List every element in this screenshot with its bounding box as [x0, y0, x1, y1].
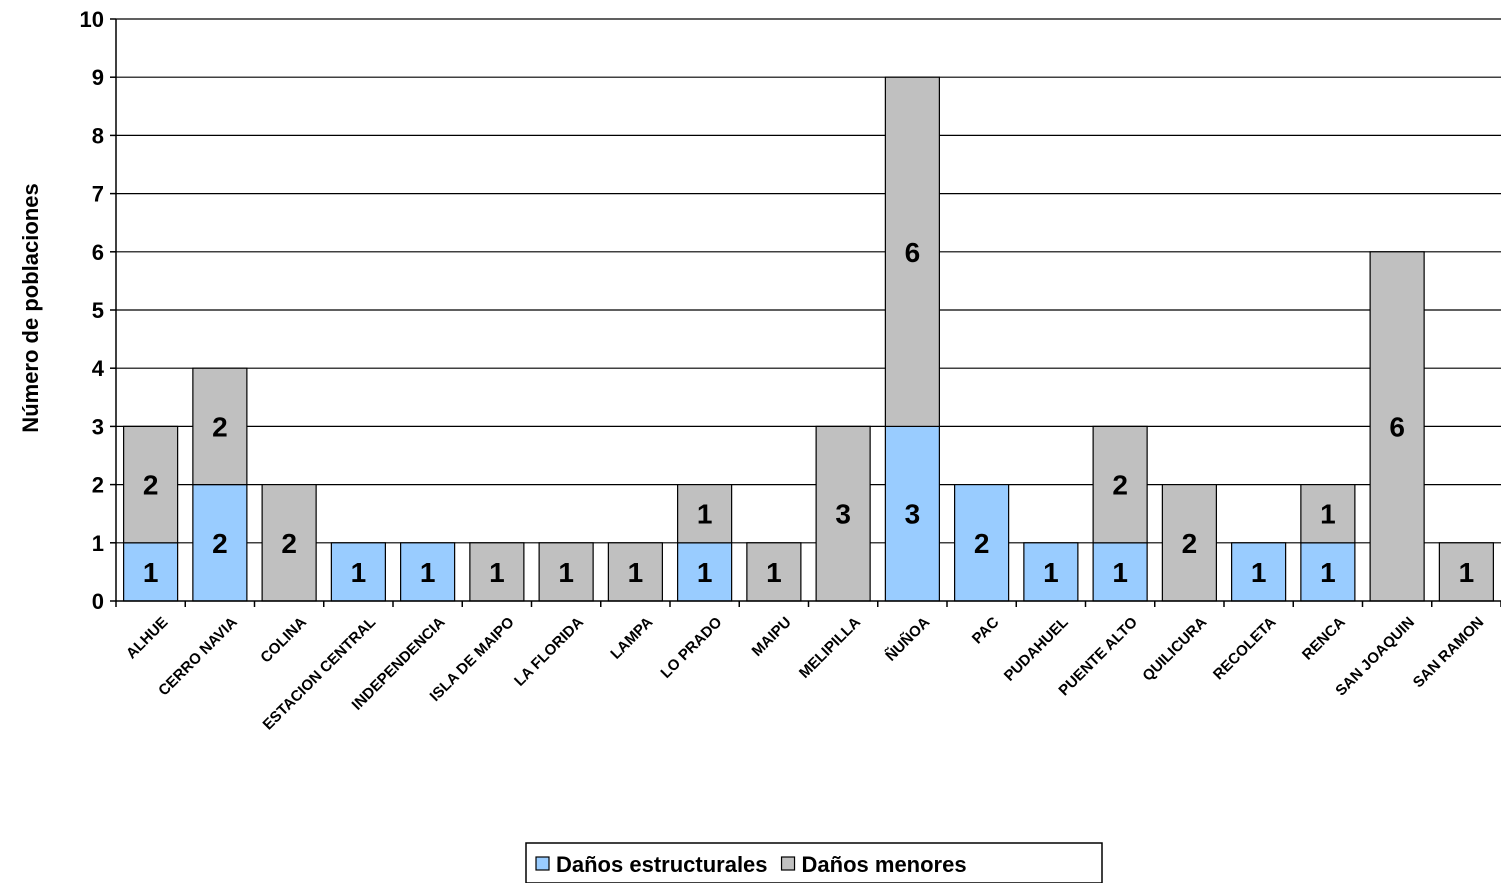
bar-value-label: 3 — [905, 499, 921, 530]
y-tick-label: 6 — [92, 240, 104, 265]
bar-segment — [192, 367, 248, 486]
x-tick-label: MAIPU — [748, 614, 794, 660]
y-tick-label: 8 — [92, 123, 104, 148]
y-tick-labels: 0 1 2 3 4 5 6 7 8 9 10 — [80, 7, 105, 614]
bar-value-label: 1 — [1112, 557, 1128, 588]
bar-segment — [815, 425, 871, 602]
bar-value-label: 2 — [1182, 528, 1198, 559]
bar-value-label: 1 — [1251, 557, 1267, 588]
bar-segment — [1023, 542, 1079, 602]
y-tick-label: 5 — [92, 298, 104, 323]
x-tick-label: RECOLETA — [1210, 614, 1280, 684]
x-tick-label: COLINA — [257, 614, 310, 667]
bar-segment — [123, 425, 179, 544]
bar-value-label: 1 — [697, 557, 713, 588]
legend: Daños estructurales Daños menores — [525, 842, 1103, 883]
y-tick-label: 3 — [92, 414, 104, 439]
bar-value-label: 2 — [143, 470, 159, 501]
bar-segment — [746, 542, 802, 602]
bar-segment — [538, 542, 594, 602]
bar-segment — [1231, 542, 1287, 602]
x-tick-label: PAC — [969, 614, 1003, 648]
bar-value-label: 2 — [212, 411, 228, 442]
legend-label: Daños menores — [802, 852, 967, 877]
legend-box — [525, 842, 1103, 883]
bar-value-label: 1 — [1459, 557, 1475, 588]
bar-segment — [330, 542, 386, 602]
bar-value-label: 1 — [489, 557, 505, 588]
bar-value-label: 1 — [766, 557, 782, 588]
bar-value-label: 1 — [1320, 557, 1336, 588]
x-tick-label: PUDAHUEL — [1001, 614, 1072, 685]
y-tick-label: 7 — [92, 182, 104, 207]
x-tick-label: SAN RAMON — [1410, 614, 1487, 691]
x-tick-label: LAMPA — [607, 614, 656, 663]
bar-value-label: 6 — [905, 237, 921, 268]
bar-value-label: 1 — [1043, 557, 1059, 588]
bar-segment — [400, 542, 456, 602]
gridlines — [116, 18, 1501, 544]
bar-value-label: 2 — [281, 528, 297, 559]
bar-segment — [884, 76, 940, 428]
x-tick-label: ALHUE — [123, 614, 172, 663]
legend-swatch — [535, 856, 550, 871]
bar-segment — [1092, 425, 1148, 544]
axes — [110, 18, 1501, 607]
y-tick-label: 2 — [92, 473, 104, 498]
bar-value-label: 1 — [697, 499, 713, 530]
y-tick-label: 9 — [92, 65, 104, 90]
legend-swatch — [780, 856, 796, 871]
bar-value-label: 1 — [420, 557, 436, 588]
x-tick-label: LA FLORIDA — [511, 614, 587, 690]
y-tick-label: 0 — [92, 589, 104, 614]
bar-value-label: 1 — [143, 557, 159, 588]
bar-value-label: 2 — [974, 528, 990, 559]
y-axis-title: Número de poblaciones — [18, 183, 43, 432]
bar-segment — [1369, 251, 1425, 602]
x-tick-label: LO PRADO — [657, 614, 725, 682]
y-tick-label: 4 — [92, 356, 105, 381]
x-tick-label: ÑUÑOA — [882, 613, 934, 665]
bar-segment — [607, 542, 663, 602]
x-tick-label: RENCA — [1299, 614, 1349, 664]
bar-value-label: 2 — [212, 528, 228, 559]
x-tick-label: ESTACION CENTRAL — [260, 614, 380, 734]
bar-value-label: 1 — [351, 557, 367, 588]
bar-value-label: 3 — [835, 499, 851, 530]
bar-segment — [677, 484, 733, 544]
x-tick-label: MELIPILLA — [796, 614, 864, 682]
bar-segment — [1300, 484, 1356, 544]
bar-value-label: 2 — [1112, 470, 1128, 501]
x-tick-label: QUILICURA — [1139, 614, 1210, 685]
bar-value-label: 1 — [558, 557, 574, 588]
bar-segment — [261, 484, 317, 602]
y-tick-label: 10 — [80, 7, 104, 32]
bar-value-label: 1 — [628, 557, 644, 588]
legend-label: Daños estructurales — [556, 852, 768, 877]
bar-value-label: 1 — [1320, 499, 1336, 530]
y-tick-label: 1 — [92, 531, 104, 556]
bar-segment — [1161, 484, 1217, 602]
bar-value-label: 6 — [1389, 411, 1405, 442]
